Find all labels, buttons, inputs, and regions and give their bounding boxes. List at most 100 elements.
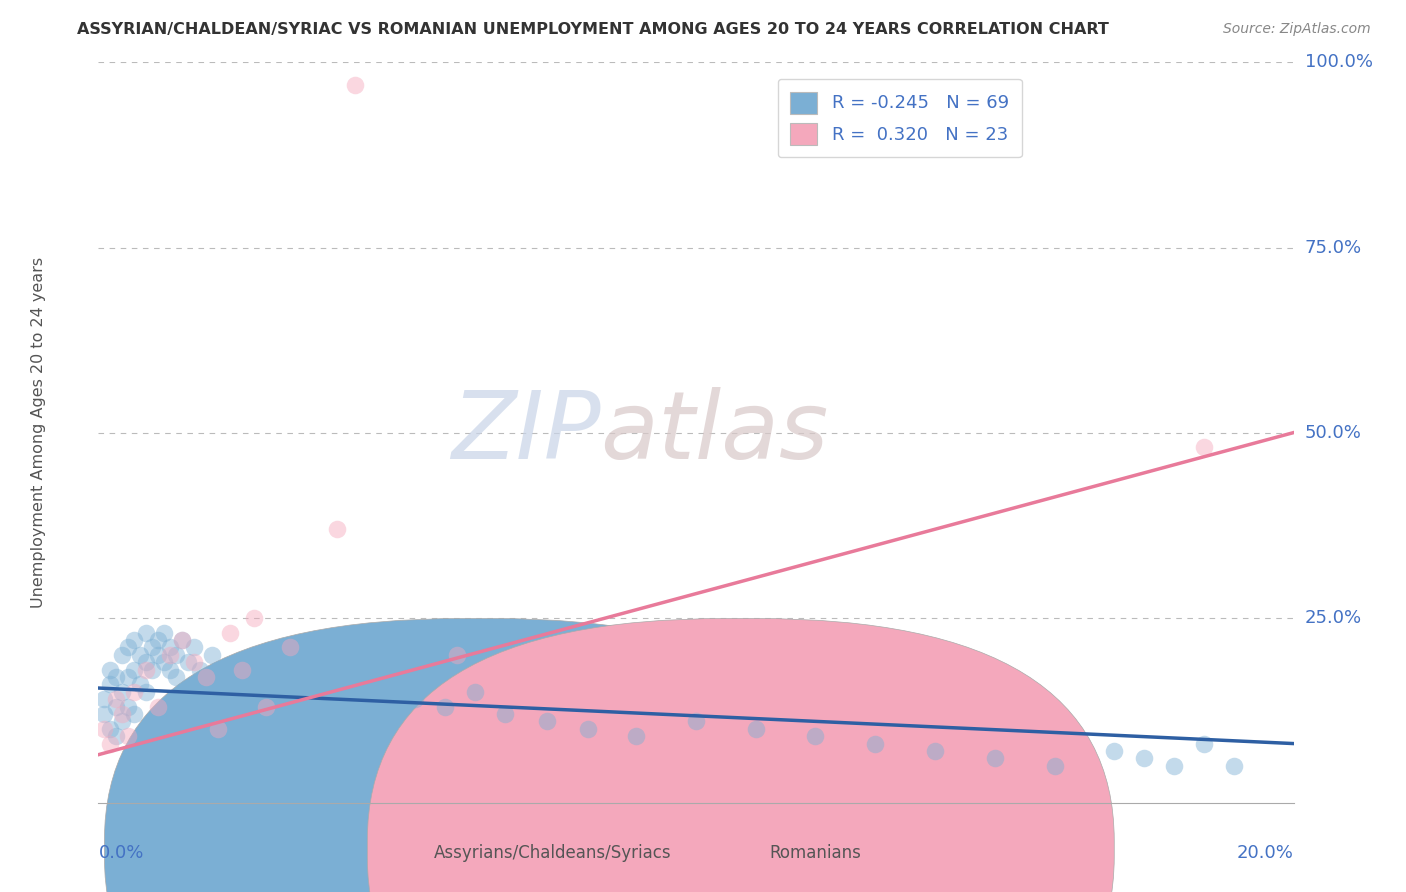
- Point: [195, 677, 218, 691]
- Point: [129, 677, 152, 691]
- Point: [1192, 737, 1215, 751]
- Point: [536, 714, 558, 729]
- Point: [105, 699, 128, 714]
- Point: [212, 670, 235, 684]
- Legend: R = -0.245   N = 69, R =  0.320   N = 23: R = -0.245 N = 69, R = 0.320 N = 23: [778, 78, 1022, 157]
- Point: [93, 706, 115, 721]
- Point: [98, 737, 122, 751]
- Point: [117, 640, 139, 655]
- Point: [326, 522, 349, 536]
- Point: [344, 78, 367, 92]
- Point: [117, 670, 139, 684]
- Point: [98, 722, 122, 736]
- Text: 20.0%: 20.0%: [1237, 844, 1294, 862]
- Point: [141, 663, 163, 677]
- Point: [278, 640, 301, 655]
- Text: Romanians: Romanians: [769, 844, 862, 862]
- Text: 25.0%: 25.0%: [1305, 608, 1362, 627]
- Point: [124, 706, 146, 721]
- Point: [804, 729, 827, 743]
- Point: [98, 663, 122, 677]
- Point: [159, 640, 181, 655]
- Point: [350, 692, 373, 706]
- Point: [494, 706, 516, 721]
- Point: [1192, 441, 1215, 455]
- Point: [464, 685, 486, 699]
- Point: [201, 648, 224, 662]
- FancyBboxPatch shape: [367, 618, 1115, 892]
- Point: [231, 663, 253, 677]
- Point: [117, 699, 139, 714]
- Point: [243, 610, 266, 624]
- Point: [153, 625, 176, 640]
- Point: [188, 663, 211, 677]
- Point: [655, 663, 678, 677]
- Point: [219, 677, 242, 691]
- Point: [284, 692, 307, 706]
- Point: [1043, 758, 1066, 772]
- Point: [183, 655, 205, 669]
- Point: [105, 729, 128, 743]
- Point: [124, 685, 146, 699]
- Point: [243, 670, 266, 684]
- Point: [685, 714, 707, 729]
- Point: [129, 648, 152, 662]
- Point: [159, 648, 181, 662]
- Point: [165, 648, 187, 662]
- Point: [865, 737, 887, 751]
- Point: [98, 677, 122, 691]
- Point: [984, 751, 1007, 765]
- Text: 100.0%: 100.0%: [1305, 54, 1372, 71]
- Point: [117, 729, 139, 743]
- Text: ASSYRIAN/CHALDEAN/SYRIAC VS ROMANIAN UNEMPLOYMENT AMONG AGES 20 TO 24 YEARS CORR: ASSYRIAN/CHALDEAN/SYRIAC VS ROMANIAN UNE…: [77, 22, 1109, 37]
- Point: [111, 685, 134, 699]
- Point: [135, 625, 157, 640]
- Point: [105, 670, 128, 684]
- Point: [374, 706, 396, 721]
- Point: [326, 699, 349, 714]
- Point: [148, 648, 170, 662]
- Point: [141, 640, 163, 655]
- Point: [267, 677, 290, 691]
- Point: [183, 640, 205, 655]
- Point: [153, 655, 176, 669]
- Point: [231, 685, 253, 699]
- Point: [404, 692, 426, 706]
- Point: [1104, 744, 1126, 758]
- Point: [1223, 758, 1246, 772]
- Point: [626, 729, 648, 743]
- Point: [135, 655, 157, 669]
- Point: [177, 655, 200, 669]
- Text: Unemployment Among Ages 20 to 24 years: Unemployment Among Ages 20 to 24 years: [31, 257, 46, 608]
- Text: 0.0%: 0.0%: [98, 844, 143, 862]
- Point: [745, 722, 768, 736]
- Point: [1163, 758, 1185, 772]
- Point: [165, 670, 187, 684]
- Text: Assyrians/Chaldeans/Syriacs: Assyrians/Chaldeans/Syriacs: [433, 844, 672, 862]
- Point: [195, 670, 218, 684]
- Point: [111, 706, 134, 721]
- Point: [148, 699, 170, 714]
- Point: [135, 663, 157, 677]
- Point: [578, 722, 600, 736]
- Point: [124, 632, 146, 647]
- Point: [111, 648, 134, 662]
- Text: 50.0%: 50.0%: [1305, 424, 1361, 442]
- Text: Source: ZipAtlas.com: Source: ZipAtlas.com: [1223, 22, 1371, 37]
- Point: [219, 625, 242, 640]
- Point: [111, 714, 134, 729]
- Text: ZIP: ZIP: [451, 387, 600, 478]
- Point: [207, 663, 229, 677]
- Text: 75.0%: 75.0%: [1305, 238, 1362, 257]
- Point: [434, 699, 457, 714]
- Point: [159, 663, 181, 677]
- Point: [148, 632, 170, 647]
- Point: [517, 744, 540, 758]
- Point: [93, 722, 115, 736]
- Point: [254, 699, 277, 714]
- Point: [172, 632, 194, 647]
- Text: atlas: atlas: [600, 387, 828, 478]
- Point: [135, 685, 157, 699]
- Point: [924, 744, 946, 758]
- Point: [105, 692, 128, 706]
